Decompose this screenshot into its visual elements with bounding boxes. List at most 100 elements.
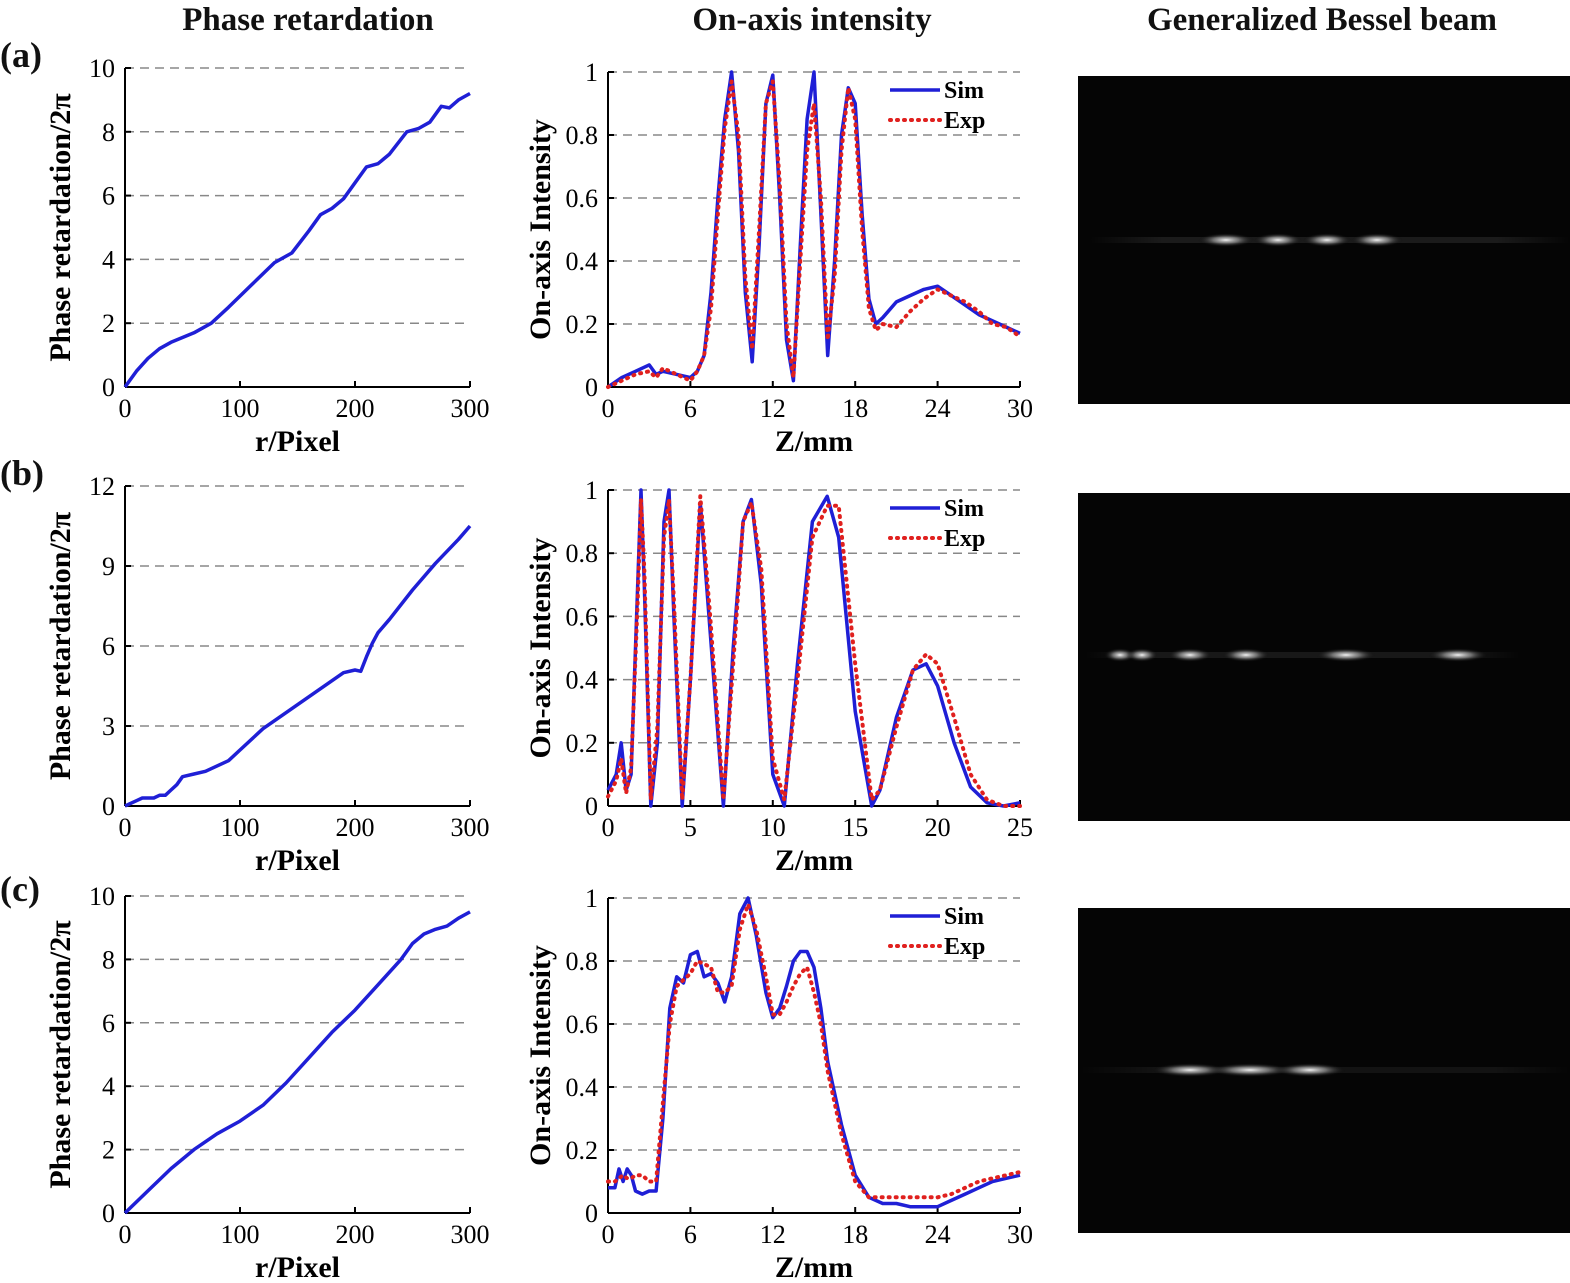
x-axis-label: r/Pixel [255,1251,340,1283]
x-tick-label: 200 [336,1220,375,1249]
y-tick-label: 2 [102,309,115,338]
beam-intensity-spot [1168,648,1212,662]
y-tick-label: 1 [585,884,598,913]
legend-label-sim: Sim [944,496,984,522]
y-axis-label: Phase retardation/2π [44,93,77,362]
x-tick-label: 24 [925,1220,951,1249]
bessel-beam-image-b [1078,493,1570,821]
x-tick-label: 24 [925,394,951,423]
legend-label-sim: Sim [944,904,984,930]
y-tick-label: 10 [89,882,115,911]
x-tick-label: 200 [336,394,375,423]
x-tick-label: 6 [684,1220,697,1249]
beam-intensity-spot [1428,648,1488,662]
x-tick-label: 0 [602,394,615,423]
x-tick-label: 0 [602,813,615,842]
x-tick-label: 5 [684,813,697,842]
x-axis-label: r/Pixel [255,844,340,877]
y-tick-label: 0 [102,792,115,821]
column-title-phase: Phase retardation [182,2,434,38]
y-tick-label: 0.8 [566,539,599,568]
x-tick-label: 15 [842,813,868,842]
beam-axis-glow [1085,652,1520,658]
x-tick-label: 100 [221,394,260,423]
series-line-phase [123,910,471,1215]
legend-label-exp: Exp [944,108,985,134]
y-tick-label: 6 [102,1009,115,1038]
row-label-b: (b) [0,453,44,493]
y-tick-label: 0 [102,1199,115,1228]
y-tick-label: 0.6 [566,602,599,631]
y-axis-label: On-axis Intensity [524,945,557,1166]
row-label-c: (c) [0,869,40,909]
chart-intensity-c: 0 0.2 0.4 0.6 0.8 1 0 6 12 18 24 30 Z/mm On-axis Inte… [524,884,1033,1283]
y-tick-label: 0 [585,1199,598,1228]
beam-intensity-spot [1104,648,1136,662]
y-tick-label: 0 [585,373,598,402]
y-tick-label: 4 [102,1072,115,1101]
x-tick-label: 300 [451,813,490,842]
y-axis-label: Phase retardation/2π [44,920,77,1189]
legend-label-sim: Sim [944,78,984,104]
beam-intensity-spot [1152,1063,1228,1077]
beam-intensity-spot [1254,233,1302,247]
y-tick-label: 12 [89,472,115,501]
y-tick-label: 6 [102,182,115,211]
y-tick-label: 4 [102,245,115,274]
y-tick-label: 0.8 [566,947,599,976]
series-line-sim [607,70,1021,389]
x-tick-label: 0 [119,394,132,423]
y-axis-label: On-axis Intensity [524,538,557,759]
x-axis-label: r/Pixel [255,425,340,458]
series-line-sim [608,896,1021,1209]
series-line-exp [606,79,1022,389]
series-line-phase [124,524,472,808]
y-axis-label: On-axis Intensity [524,119,557,340]
y-tick-label: 10 [89,54,115,83]
x-tick-label: 12 [760,394,786,423]
x-tick-label: 300 [451,1220,490,1249]
x-tick-label: 0 [602,1220,615,1249]
x-tick-label: 100 [221,813,260,842]
beam-intensity-spot [1198,233,1254,247]
series-line-exp [606,902,1022,1200]
x-tick-label: 0 [119,1220,132,1249]
y-axis-label: Phase retardation/2π [44,511,77,780]
x-tick-label: 30 [1007,1220,1033,1249]
beam-intensity-spot [1351,233,1403,247]
x-tick-label: 25 [1007,813,1033,842]
y-tick-label: 0.6 [566,1010,599,1039]
y-tick-label: 0 [102,373,115,402]
beam-intensity-spot [1126,648,1158,662]
y-tick-label: 0.4 [566,666,599,695]
y-tick-label: 0.4 [566,247,599,276]
x-tick-label: 300 [451,394,490,423]
y-tick-label: 1 [585,58,598,87]
legend-label-exp: Exp [944,526,985,552]
beam-intensity-spot [1208,1063,1292,1077]
beam-intensity-spot [1222,648,1270,662]
y-tick-label: 1 [585,476,598,505]
series-line-exp [606,494,1022,808]
y-tick-label: 6 [102,632,115,661]
y-tick-label: 8 [102,945,115,974]
y-tick-label: 0.2 [566,1136,599,1165]
chart-phase-b: 0 3 6 9 12 0 100 200 300 r/Pixel Phase retardation… [44,472,490,877]
bessel-beam-image-c [1078,908,1570,1233]
x-tick-label: 18 [842,1220,868,1249]
column-title-beam: Generalized Bessel beam [1146,2,1498,38]
x-tick-label: 30 [1007,394,1033,423]
legend-label-exp: Exp [944,934,985,960]
beam-intensity-spot [1274,1063,1346,1077]
x-tick-label: 10 [760,813,786,842]
x-axis-label: Z/mm [775,425,853,458]
y-tick-label: 9 [102,552,115,581]
beam-intensity-spot [1316,648,1376,662]
x-tick-label: 12 [760,1220,786,1249]
y-tick-label: 0.2 [566,310,599,339]
row-label-a: (a) [0,35,42,75]
